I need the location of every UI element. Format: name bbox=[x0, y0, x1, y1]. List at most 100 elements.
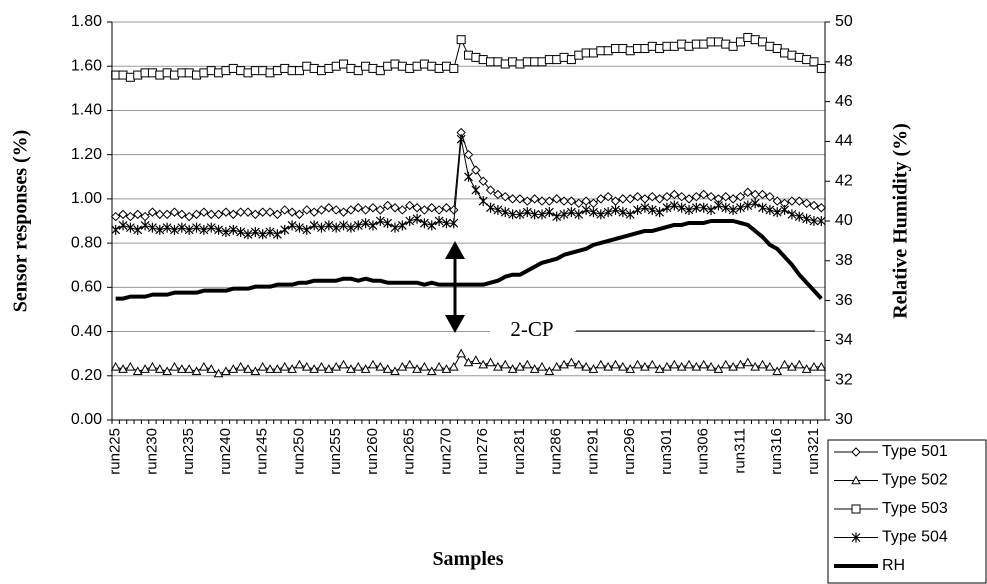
x-tick-label: run255 bbox=[327, 428, 344, 475]
marker bbox=[265, 207, 275, 217]
marker bbox=[772, 366, 783, 376]
series-line bbox=[115, 219, 823, 301]
marker bbox=[147, 361, 158, 371]
x-tick-label: run316 bbox=[768, 428, 785, 475]
marker bbox=[779, 359, 790, 369]
x-tick-label: run235 bbox=[180, 428, 197, 475]
x-tick-label: run270 bbox=[437, 428, 454, 475]
marker bbox=[537, 57, 547, 67]
marker bbox=[493, 361, 503, 371]
marker bbox=[441, 364, 452, 373]
marker bbox=[588, 364, 599, 373]
marker bbox=[427, 203, 437, 213]
marker bbox=[405, 63, 415, 73]
marker bbox=[581, 204, 591, 215]
y-tick-label: 1.20 bbox=[71, 146, 102, 163]
marker bbox=[390, 222, 400, 233]
marker bbox=[272, 229, 282, 240]
marker bbox=[728, 361, 738, 371]
marker bbox=[515, 361, 525, 371]
arrow-head bbox=[445, 315, 465, 333]
marker bbox=[272, 66, 282, 76]
marker bbox=[780, 204, 789, 215]
marker bbox=[317, 222, 326, 233]
marker bbox=[508, 57, 518, 67]
marker bbox=[529, 364, 540, 373]
marker bbox=[147, 68, 157, 78]
marker bbox=[221, 66, 231, 76]
marker bbox=[677, 202, 687, 213]
marker bbox=[618, 361, 628, 371]
marker bbox=[758, 202, 767, 213]
y2-tick-label: 46 bbox=[835, 93, 853, 110]
legend-label: Type 503 bbox=[882, 500, 948, 517]
marker bbox=[655, 207, 665, 218]
marker bbox=[441, 61, 451, 71]
marker bbox=[625, 46, 635, 56]
marker bbox=[713, 200, 723, 211]
marker bbox=[654, 364, 665, 373]
marker bbox=[287, 207, 297, 217]
marker bbox=[529, 194, 540, 204]
marker bbox=[427, 220, 437, 231]
marker bbox=[228, 224, 238, 235]
marker bbox=[214, 68, 224, 78]
marker bbox=[610, 359, 621, 369]
marker bbox=[412, 213, 422, 224]
marker bbox=[720, 359, 731, 369]
marker bbox=[214, 224, 224, 235]
marker bbox=[566, 207, 576, 218]
marker bbox=[441, 203, 452, 213]
marker bbox=[140, 364, 150, 373]
marker bbox=[552, 211, 562, 222]
marker bbox=[478, 359, 489, 369]
marker bbox=[684, 41, 694, 51]
y2-tick-label: 34 bbox=[835, 332, 853, 349]
marker bbox=[464, 50, 473, 60]
marker bbox=[633, 204, 642, 215]
marker bbox=[691, 202, 701, 213]
marker bbox=[383, 61, 393, 71]
marker bbox=[302, 224, 312, 235]
marker bbox=[184, 364, 195, 373]
marker bbox=[346, 205, 356, 215]
marker bbox=[250, 209, 261, 220]
marker bbox=[162, 366, 172, 376]
marker bbox=[559, 52, 569, 62]
marker bbox=[206, 209, 216, 220]
marker bbox=[199, 224, 209, 235]
marker bbox=[155, 70, 165, 80]
marker bbox=[486, 57, 496, 67]
y-tick-label: 0.20 bbox=[71, 367, 102, 384]
marker bbox=[493, 189, 503, 200]
x-tick-label: run240 bbox=[217, 428, 234, 475]
marker bbox=[191, 209, 202, 220]
marker bbox=[331, 61, 341, 71]
marker bbox=[375, 205, 386, 215]
marker bbox=[302, 205, 312, 215]
marker bbox=[735, 359, 746, 369]
marker bbox=[412, 364, 422, 373]
marker bbox=[360, 364, 371, 373]
x-tick-label: run321 bbox=[805, 428, 822, 475]
marker bbox=[258, 66, 268, 76]
marker bbox=[522, 359, 533, 369]
marker bbox=[765, 191, 775, 202]
marker bbox=[279, 361, 290, 371]
marker bbox=[530, 57, 540, 67]
marker bbox=[581, 196, 591, 206]
x-tick-label: run276 bbox=[474, 428, 491, 475]
x-axis-title: Samples bbox=[432, 548, 503, 570]
marker bbox=[154, 364, 165, 373]
marker bbox=[802, 55, 812, 65]
marker bbox=[611, 44, 621, 54]
marker bbox=[736, 202, 745, 213]
marker bbox=[500, 59, 510, 69]
marker bbox=[699, 202, 709, 213]
marker bbox=[802, 213, 812, 224]
marker bbox=[757, 189, 768, 200]
marker bbox=[794, 211, 804, 222]
marker bbox=[456, 134, 466, 145]
